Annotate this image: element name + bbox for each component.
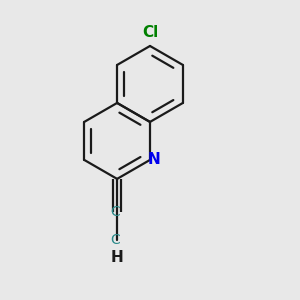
- Text: H: H: [111, 250, 124, 265]
- Text: Cl: Cl: [142, 25, 158, 40]
- Text: C: C: [111, 233, 120, 247]
- Text: N: N: [148, 152, 160, 167]
- Text: C: C: [111, 205, 120, 219]
